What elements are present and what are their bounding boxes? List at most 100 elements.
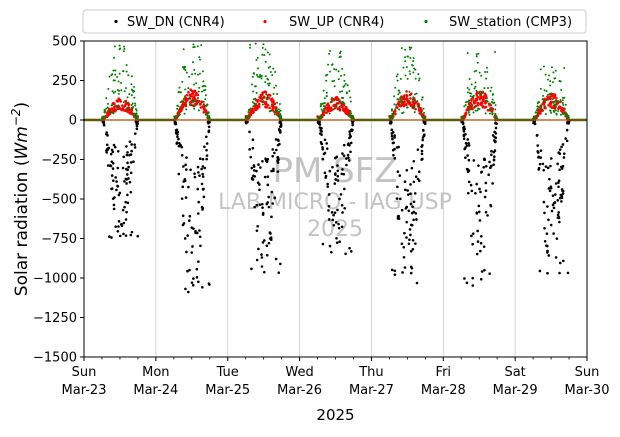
data-point-2 <box>476 109 479 112</box>
data-point-0 <box>404 207 408 210</box>
data-point-0 <box>265 253 269 257</box>
data-point-2 <box>198 86 201 89</box>
data-point-2 <box>390 108 393 111</box>
data-point-2 <box>278 103 281 106</box>
data-point-2 <box>350 112 353 115</box>
data-point-1 <box>404 103 408 106</box>
data-point-2 <box>391 112 394 115</box>
data-point-0 <box>400 208 404 212</box>
data-point-2 <box>178 86 181 89</box>
data-point-0 <box>260 256 264 259</box>
data-point-0 <box>547 218 550 222</box>
data-point-2 <box>204 98 207 101</box>
data-point-0 <box>196 212 200 215</box>
data-point-2 <box>338 51 341 54</box>
data-point-2 <box>247 115 250 118</box>
data-point-2 <box>561 96 564 99</box>
data-point-2 <box>188 75 191 78</box>
data-point-0 <box>404 188 407 192</box>
data-point-2 <box>400 101 403 104</box>
data-point-2 <box>412 57 415 60</box>
data-point-2 <box>205 104 208 107</box>
data-point-2 <box>349 96 352 99</box>
data-point-1 <box>471 107 474 111</box>
data-point-2 <box>410 46 413 49</box>
y-tick-label: −250 <box>41 153 77 168</box>
data-point-2 <box>476 61 479 64</box>
data-point-0 <box>122 155 126 159</box>
data-point-1 <box>395 106 399 109</box>
data-point-0 <box>551 194 555 197</box>
data-point-0 <box>554 256 558 259</box>
data-point-0 <box>350 129 354 133</box>
data-point-2 <box>538 101 541 104</box>
data-point-2 <box>475 53 478 56</box>
data-point-1 <box>471 96 475 100</box>
data-point-0 <box>343 206 346 210</box>
data-point-1 <box>476 101 480 105</box>
data-point-0 <box>466 138 470 141</box>
data-point-0 <box>408 238 411 242</box>
data-point-0 <box>470 234 473 238</box>
data-point-0 <box>134 132 137 135</box>
data-point-0 <box>402 246 406 249</box>
data-point-2 <box>276 101 279 104</box>
data-point-0 <box>112 179 115 182</box>
data-point-0 <box>279 262 282 266</box>
data-point-2 <box>110 104 113 107</box>
data-point-2 <box>331 80 334 83</box>
data-point-2 <box>252 105 255 108</box>
data-point-0 <box>126 193 129 197</box>
data-point-0 <box>477 210 481 214</box>
data-point-2 <box>349 100 352 103</box>
data-point-0 <box>469 183 473 187</box>
data-point-2 <box>112 79 115 82</box>
data-point-0 <box>105 143 109 147</box>
data-point-0 <box>390 268 394 272</box>
data-point-0 <box>476 229 479 233</box>
data-point-0 <box>478 187 481 191</box>
data-point-2 <box>338 99 341 102</box>
data-point-2 <box>105 107 108 110</box>
data-point-0 <box>338 197 341 201</box>
data-point-0 <box>482 245 486 248</box>
data-point-0 <box>112 203 116 207</box>
data-point-2 <box>178 90 181 93</box>
data-point-2 <box>561 99 564 102</box>
data-point-0 <box>467 141 470 145</box>
data-point-0 <box>409 223 413 227</box>
data-point-2 <box>108 75 111 78</box>
data-point-2 <box>133 85 136 88</box>
data-point-0 <box>118 191 122 195</box>
data-point-2 <box>465 100 468 103</box>
data-point-0 <box>266 175 270 178</box>
data-point-2 <box>331 63 334 66</box>
data-point-0 <box>267 241 271 245</box>
data-point-0 <box>552 206 556 210</box>
data-point-1 <box>200 100 204 104</box>
data-point-2 <box>562 103 565 106</box>
data-point-0 <box>542 168 545 172</box>
data-point-0 <box>334 178 337 181</box>
data-point-2 <box>567 117 570 120</box>
data-point-0 <box>184 168 188 171</box>
y-tick-label: 0 <box>69 114 77 129</box>
data-point-0 <box>198 157 202 161</box>
data-point-1 <box>326 108 330 112</box>
data-point-0 <box>488 272 491 275</box>
data-point-0 <box>462 137 466 141</box>
data-point-2 <box>544 113 547 116</box>
data-point-0 <box>253 205 256 209</box>
data-point-2 <box>551 81 554 84</box>
data-point-0 <box>263 239 266 242</box>
data-point-2 <box>494 115 497 118</box>
x-tick-label-date: Mar-24 <box>133 383 178 398</box>
data-point-2 <box>265 93 268 96</box>
data-point-2 <box>107 102 110 105</box>
data-point-0 <box>185 250 188 254</box>
data-point-2 <box>552 71 555 74</box>
data-point-2 <box>176 107 179 110</box>
data-point-1 <box>119 100 123 103</box>
data-point-2 <box>491 98 494 101</box>
data-point-2 <box>327 63 330 66</box>
